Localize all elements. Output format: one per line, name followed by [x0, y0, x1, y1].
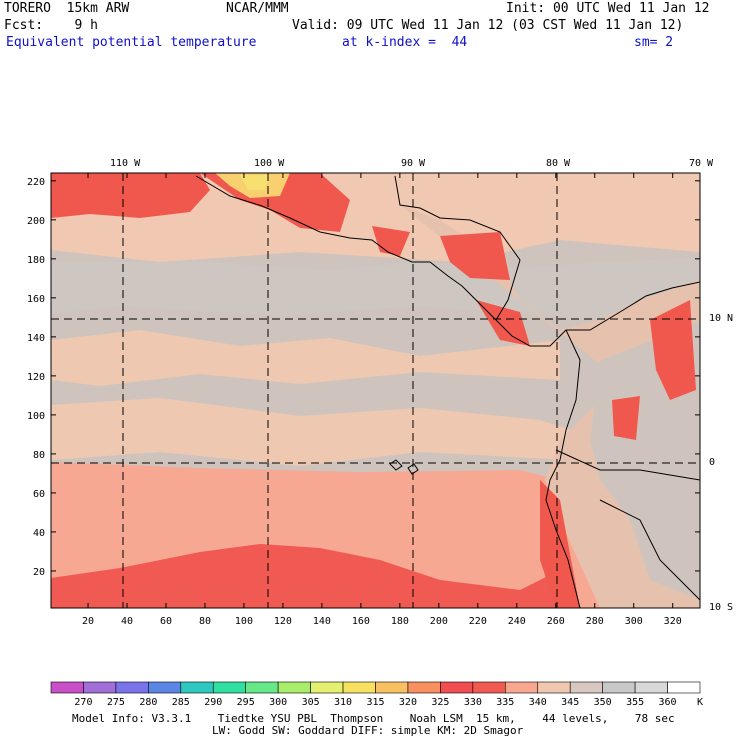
physics-info: LW: Godd SW: Goddard DIFF: simple KM: 2D… [212, 724, 524, 737]
init-time: Init: 00 UTC Wed 11 Jan 12 [506, 1, 710, 16]
colorbar-swatch [50, 681, 84, 694]
colorbar-level-label: 295 [237, 697, 255, 708]
colorbar-level-label: 335 [496, 697, 514, 708]
valid-time: Valid: 09 UTC Wed 11 Jan 12 (03 CST Wed … [292, 18, 684, 33]
colorbar-level-label: 330 [464, 697, 482, 708]
colorbar-level-label: 355 [626, 697, 644, 708]
colorbar-level-label: 270 [74, 697, 92, 708]
colorbar-level-label: 340 [529, 697, 547, 708]
colorbar-swatch [537, 681, 571, 694]
field-title: Equivalent potential temperature [6, 35, 257, 50]
smoothing: sm= 2 [634, 35, 674, 50]
lon-label-90w: 90 W [401, 158, 426, 169]
plot-frame [50, 172, 701, 609]
colorbar-level-label: 310 [334, 697, 352, 708]
y-axis: 20 40 60 80 100 120 140 160 180 200 220 [27, 177, 700, 578]
colorbar-swatch [342, 681, 376, 694]
colorbar-swatch [277, 681, 311, 694]
colorbar-swatch [115, 681, 149, 694]
colorbar-swatch [407, 681, 441, 694]
x-tick-label: 160 [352, 616, 370, 627]
lon-label-110w: 110 W [110, 158, 141, 169]
model-info: Model Info: V3.3.1 Tiedtke YSU PBL Thomp… [72, 712, 675, 725]
colorbar-swatch [310, 681, 344, 694]
colorbar-swatch [667, 681, 701, 694]
lat-label-10s: 10 S [709, 602, 734, 613]
x-tick-label: 140 [313, 616, 331, 627]
colorbar-level-label: 360 [659, 697, 677, 708]
colorbar-level-label: 320 [399, 697, 417, 708]
x-tick-label: 40 [121, 616, 133, 627]
lat-label-0: 0 [709, 457, 716, 468]
coastlines [195, 175, 700, 608]
colorbar-level-label: 325 [431, 697, 449, 708]
colorbar-level-label: 290 [204, 697, 222, 708]
x-tick-label: 60 [160, 616, 172, 627]
colorbar-swatch [83, 681, 117, 694]
x-tick-label: 240 [508, 616, 526, 627]
lon-label-100w: 100 W [254, 158, 285, 169]
y-tick-label: 120 [27, 372, 45, 383]
y-tick-label: 200 [27, 216, 45, 227]
colorbar-swatch [504, 681, 539, 694]
colorbar-level-label: 315 [366, 697, 384, 708]
colorbar-level-label: 305 [302, 697, 320, 708]
colorbar-level-label: 300 [269, 697, 287, 708]
organization: NCAR/MMM [226, 1, 289, 16]
y-tick-label: 100 [27, 411, 45, 422]
x-tick-label: 100 [235, 616, 253, 627]
forecast-hour: Fcst: 9 h [4, 18, 98, 33]
colorbar-swatch [212, 681, 247, 694]
lon-label-80w: 80 W [546, 158, 571, 169]
model-name: TORERO 15km ARW [4, 1, 130, 16]
colorbar: 270 275 280 285 290 295 300 305 310 315 320 325 330 3… [50, 681, 703, 708]
colorbar-swatch [148, 681, 182, 694]
y-tick-label: 40 [33, 528, 45, 539]
level-index: at k-index = 44 [342, 35, 468, 50]
y-tick-label: 140 [27, 333, 45, 344]
colorbar-swatch [245, 681, 279, 694]
colorbar-swatch [375, 681, 409, 694]
x-tick-label: 120 [274, 616, 292, 627]
y-tick-label: 180 [27, 255, 45, 266]
y-tick-label: 20 [33, 567, 45, 578]
x-tick-label: 180 [391, 616, 409, 627]
lat-label-10n: 10 N [709, 313, 734, 324]
x-tick-label: 280 [586, 616, 604, 627]
colorbar-swatch [602, 681, 636, 694]
colorbar-level-label: 285 [172, 697, 190, 708]
x-tick-label: 200 [430, 616, 448, 627]
y-tick-label: 160 [27, 294, 45, 305]
y-tick-label: 60 [33, 489, 45, 500]
x-tick-label: 20 [82, 616, 94, 627]
colorbar-swatch [634, 681, 668, 694]
x-tick-label: 260 [547, 616, 565, 627]
colorbar-swatch [569, 681, 603, 694]
x-tick-label: 220 [469, 616, 487, 627]
colorbar-swatch [472, 681, 506, 694]
colorbar-unit: K [697, 697, 703, 708]
lon-label-70w: 70 W [689, 158, 714, 169]
y-tick-label: 80 [33, 450, 45, 461]
x-axis: 20 40 60 80 100 120 140 160 180 200 220 240 260 280 30… [82, 173, 682, 627]
colorbar-level-label: 345 [561, 697, 579, 708]
field-shading [51, 173, 700, 608]
x-tick-label: 300 [625, 616, 643, 627]
colorbar-level-label: 275 [107, 697, 125, 708]
colorbar-swatch [180, 681, 214, 694]
y-tick-label: 220 [27, 177, 45, 188]
colorbar-level-label: 350 [594, 697, 612, 708]
x-tick-label: 80 [199, 616, 211, 627]
colorbar-level-label: 280 [139, 697, 157, 708]
graticule [51, 173, 700, 608]
colorbar-swatch [440, 681, 474, 694]
x-tick-label: 320 [664, 616, 682, 627]
